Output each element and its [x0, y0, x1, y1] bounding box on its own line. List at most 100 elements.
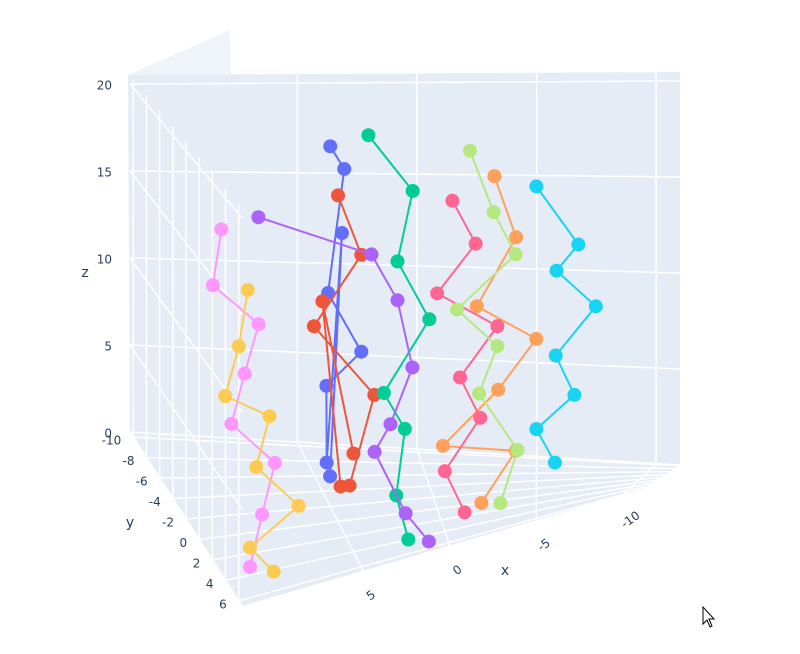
- point: [364, 247, 379, 262]
- grid-line: [129, 344, 243, 510]
- point: [390, 254, 405, 269]
- point: [548, 348, 563, 363]
- point: [376, 385, 391, 400]
- point: [510, 443, 525, 458]
- point: [323, 469, 338, 484]
- grid-line: [129, 170, 243, 316]
- point: [306, 319, 321, 334]
- grid-line: [129, 431, 681, 466]
- point: [491, 382, 506, 397]
- point: [547, 455, 562, 470]
- point: [390, 293, 405, 308]
- grid-line: [199, 479, 656, 541]
- point: [508, 247, 523, 262]
- point: [354, 344, 369, 359]
- point: [422, 312, 437, 327]
- point: [255, 507, 270, 522]
- point: [237, 366, 252, 381]
- grid-line: [129, 170, 681, 178]
- point: [330, 188, 345, 203]
- point: [529, 331, 544, 346]
- point: [509, 230, 524, 245]
- point: [549, 263, 564, 278]
- point: [231, 339, 246, 354]
- y-tick-label: -10: [102, 434, 122, 448]
- point: [588, 299, 603, 314]
- point: [267, 455, 282, 470]
- grid-line: [129, 80, 681, 85]
- point: [334, 226, 349, 241]
- point: [453, 370, 468, 385]
- z-axis-title: z: [81, 265, 88, 281]
- point: [567, 387, 582, 402]
- point: [266, 564, 281, 579]
- z-tick-label: 5: [104, 340, 112, 354]
- back-wall: [128, 72, 680, 465]
- series-line: [224, 289, 301, 573]
- grid-line: [172, 473, 665, 500]
- point: [462, 143, 477, 158]
- point: [346, 446, 361, 461]
- grid-line: [129, 83, 243, 219]
- grid-line: [129, 257, 243, 413]
- point: [367, 444, 382, 459]
- point: [337, 161, 352, 176]
- x-tick-label: 5: [364, 587, 378, 603]
- grid: [129, 71, 681, 607]
- point: [218, 389, 233, 404]
- y-tick-label: 6: [219, 597, 227, 611]
- x-tick-label: -10: [618, 508, 642, 531]
- point: [333, 479, 348, 494]
- point: [490, 319, 505, 334]
- z-tick-label: 15: [97, 166, 112, 180]
- point: [262, 409, 277, 424]
- z-tick-label: 0: [104, 427, 112, 441]
- point: [490, 339, 505, 354]
- point: [243, 540, 258, 555]
- point: [468, 236, 483, 251]
- series-line: [435, 200, 499, 513]
- y-tick-label: -4: [149, 495, 161, 509]
- series-line: [455, 150, 519, 504]
- series-line: [258, 216, 430, 543]
- point: [249, 460, 264, 475]
- mouse-cursor: [702, 605, 716, 628]
- point: [361, 128, 376, 143]
- point: [435, 438, 450, 453]
- point: [383, 417, 398, 432]
- point: [224, 416, 239, 431]
- point: [397, 421, 412, 436]
- point: [291, 498, 306, 513]
- marks: [205, 128, 603, 579]
- z-tick-label: 10: [97, 253, 112, 267]
- point: [474, 495, 489, 510]
- grid-line: [129, 257, 681, 274]
- point: [529, 422, 544, 437]
- grid-line: [133, 436, 679, 467]
- point: [449, 302, 464, 317]
- point: [243, 559, 258, 574]
- grid-line: [212, 482, 651, 561]
- series-line: [211, 229, 277, 568]
- grid-line: [159, 470, 670, 479]
- point: [398, 506, 413, 521]
- point: [487, 169, 502, 184]
- grid-line: [146, 456, 675, 470]
- z-tick-label: 20: [97, 79, 112, 93]
- series-line: [367, 134, 431, 540]
- point: [214, 222, 229, 237]
- point: [486, 205, 501, 220]
- point: [437, 464, 452, 479]
- grid-line: [238, 488, 642, 602]
- grid-line: [225, 485, 647, 582]
- x-tick-label: 0: [450, 562, 464, 578]
- series-line: [440, 175, 538, 504]
- point: [405, 183, 420, 198]
- point: [315, 294, 330, 309]
- y-tick-label: -6: [136, 475, 148, 489]
- y-tick-label: 2: [193, 556, 201, 570]
- point: [405, 360, 420, 375]
- point: [323, 139, 338, 154]
- series-line: [312, 195, 376, 488]
- y-tick-label: 4: [206, 577, 214, 591]
